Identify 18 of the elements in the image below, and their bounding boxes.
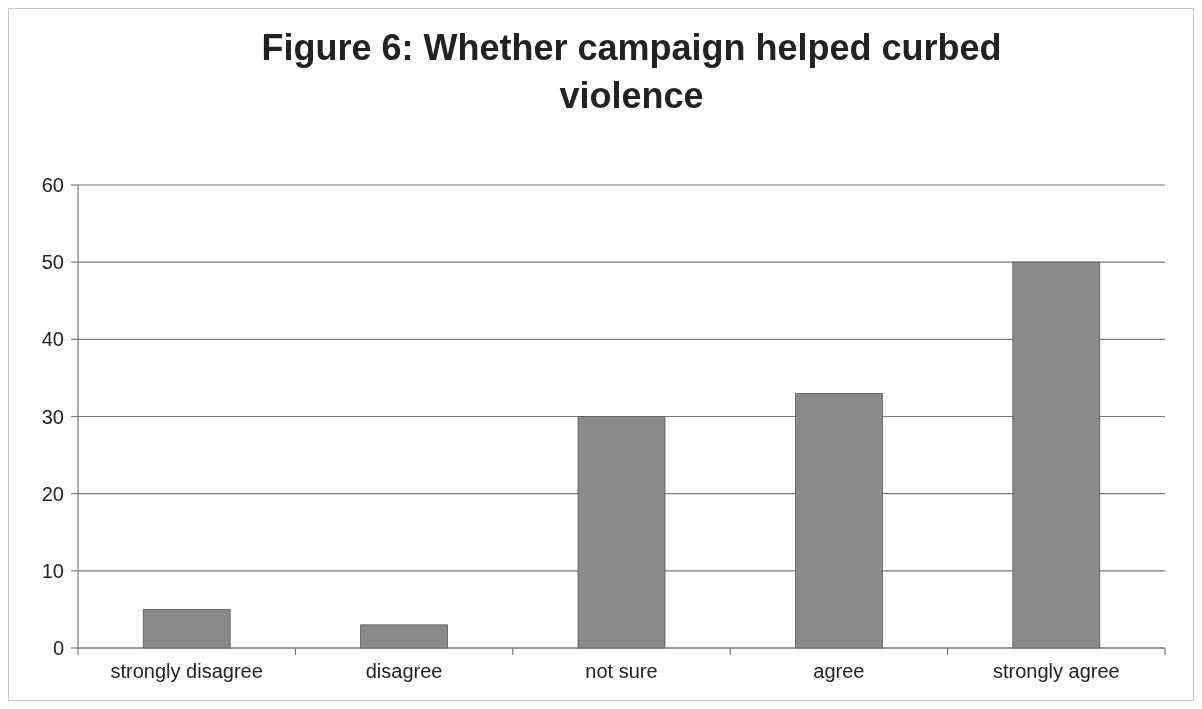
x-tick-label: not sure	[585, 660, 658, 682]
bar	[795, 392, 883, 649]
y-tick-label: 30	[41, 405, 64, 428]
chart-title: Figure 6: Whether campaign helped curbed violence	[261, 27, 1002, 116]
y-tick-label: 0	[52, 637, 64, 659]
y-tick-label: 20	[41, 482, 64, 505]
bar	[360, 624, 448, 649]
x-tick-label: strongly agree	[992, 660, 1120, 682]
x-tick-label: disagree	[365, 660, 443, 682]
bar	[142, 609, 231, 649]
x-tick-label: agree	[813, 660, 865, 682]
y-tick-label: 60	[41, 174, 64, 196]
x-tick-label: strongly disagree	[110, 660, 263, 682]
y-tick-label: 10	[41, 559, 64, 582]
y-tick-label: 40	[41, 328, 64, 351]
y-tick-label: 50	[41, 251, 64, 274]
bar	[577, 416, 666, 649]
bar	[1012, 261, 1101, 649]
